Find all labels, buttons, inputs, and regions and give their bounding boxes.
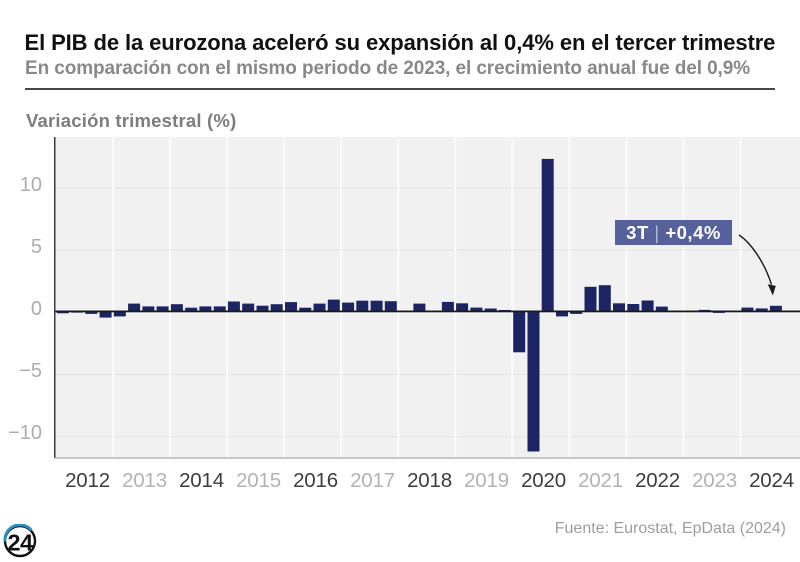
svg-text:24: 24 xyxy=(8,530,33,556)
